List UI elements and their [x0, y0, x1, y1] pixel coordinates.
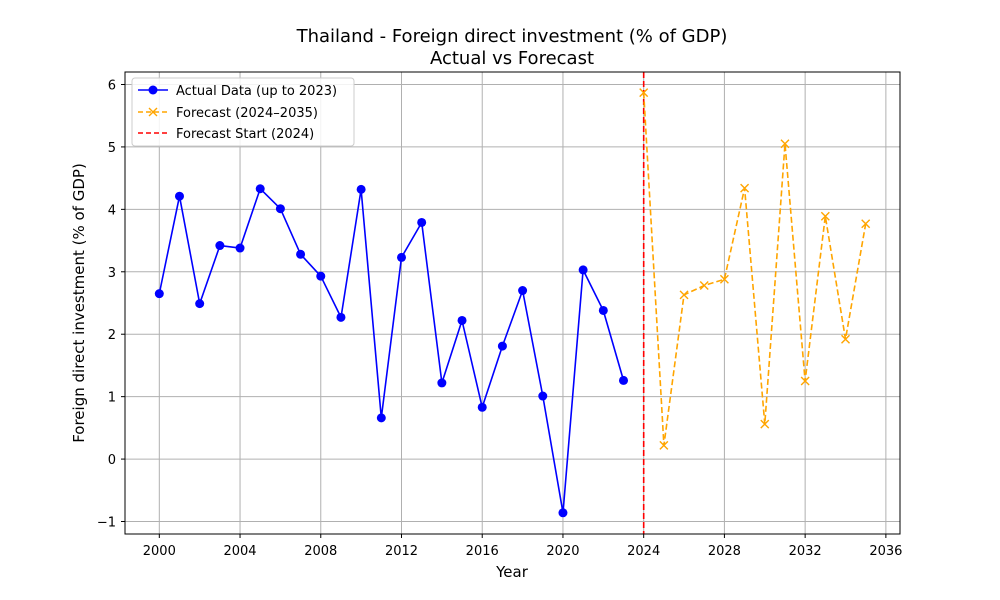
- forecast-point: [699, 281, 709, 291]
- x-tick-label: 2016: [466, 544, 499, 559]
- legend-forecast-marker: [148, 107, 158, 117]
- actual-point: [296, 249, 306, 259]
- actual-point: [356, 184, 366, 194]
- legend-actual-marker: [148, 85, 158, 95]
- actual-point: [316, 271, 326, 281]
- chart-subtitle: Actual vs Forecast: [430, 48, 594, 69]
- y-tick-label: 1: [108, 391, 116, 406]
- forecast-point: [659, 440, 669, 450]
- legend-forecast-label: Forecast (2024–2035): [176, 106, 318, 121]
- actual-point: [376, 413, 386, 423]
- x-tick-label: 2008: [304, 544, 337, 559]
- forecast-point: [800, 376, 810, 386]
- y-tick-label: 4: [108, 203, 116, 218]
- forecast-point: [841, 334, 851, 344]
- x-tick-label: 2024: [627, 544, 660, 559]
- forecast-point: [861, 219, 871, 229]
- forecast-point: [780, 139, 790, 149]
- forecast-point: [679, 290, 689, 300]
- actual-point: [497, 341, 507, 351]
- y-axis-ticks: −1 0 1 2 3 4 5 6: [97, 78, 125, 531]
- actual-point: [518, 286, 528, 296]
- x-tick-label: 2036: [869, 544, 902, 559]
- actual-point: [275, 204, 285, 214]
- x-tick-label: 2020: [546, 544, 579, 559]
- forecast-point: [639, 88, 649, 98]
- actual-point: [457, 315, 467, 325]
- forecast-point: [760, 419, 770, 429]
- forecast-point: [719, 274, 729, 284]
- actual-point: [417, 217, 427, 227]
- x-tick-label: 2012: [385, 544, 418, 559]
- legend-actual-label: Actual Data (up to 2023): [176, 84, 337, 99]
- legend-forecast-start-label: Forecast Start (2024): [176, 127, 314, 142]
- y-tick-label: 5: [108, 141, 116, 156]
- y-tick-label: −1: [97, 516, 116, 531]
- actual-point: [154, 289, 164, 299]
- actual-point: [477, 402, 487, 412]
- legend: Actual Data (up to 2023) Forecast (2024–…: [131, 77, 355, 147]
- y-tick-label: 0: [108, 453, 116, 468]
- forecast-series: [639, 88, 871, 450]
- actual-series: [154, 184, 629, 518]
- x-axis-label: Year: [495, 563, 529, 581]
- y-tick-label: 2: [108, 328, 116, 343]
- actual-point: [578, 265, 588, 275]
- x-tick-label: 2004: [223, 544, 256, 559]
- actual-point: [235, 243, 245, 253]
- actual-point: [619, 375, 629, 385]
- actual-point: [255, 184, 265, 194]
- x-tick-label: 2028: [708, 544, 741, 559]
- y-axis-label: Foreign direct investment (% of GDP): [70, 163, 88, 443]
- plot-area-frame: [124, 71, 901, 535]
- x-tick-label: 2000: [143, 544, 176, 559]
- x-tick-label: 2032: [789, 544, 822, 559]
- forecast-point: [740, 183, 750, 193]
- x-axis-ticks: 2000 2004 2008 2012 2016 2020 2024 2028 2032 2036: [143, 534, 902, 559]
- actual-point: [538, 391, 548, 401]
- series-layer: [154, 88, 871, 518]
- actual-point: [215, 241, 225, 251]
- chart-title: Thailand - Foreign direct investment (% …: [296, 26, 728, 47]
- actual-point: [598, 305, 608, 315]
- y-tick-label: 3: [108, 266, 116, 281]
- legend-box: [131, 77, 355, 147]
- actual-point: [396, 252, 406, 262]
- actual-point: [195, 299, 205, 309]
- actual-point: [558, 508, 568, 518]
- actual-point: [437, 378, 447, 388]
- actual-point: [336, 312, 346, 322]
- actual-point: [174, 191, 184, 201]
- forecast-line: [642, 92, 867, 447]
- y-tick-label: 6: [108, 78, 116, 93]
- grid: [125, 72, 900, 534]
- forecast-point: [820, 211, 830, 221]
